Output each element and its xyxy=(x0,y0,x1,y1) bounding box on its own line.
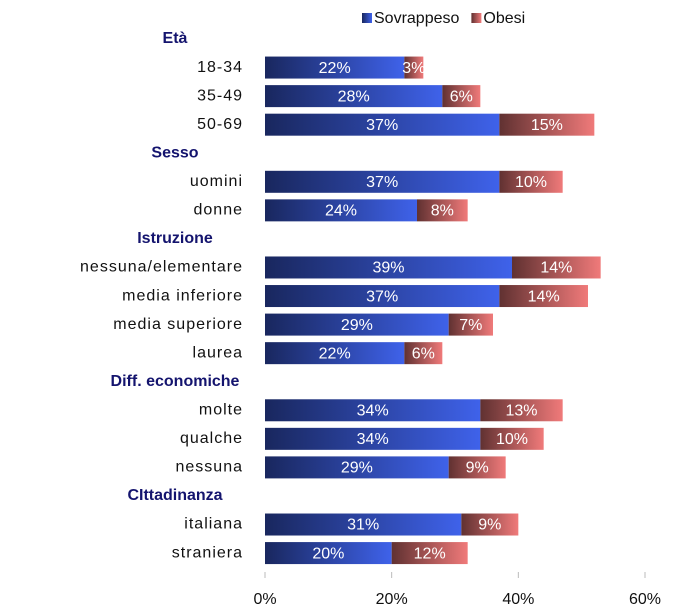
bar-segment xyxy=(480,399,563,422)
bar-segment xyxy=(265,199,417,222)
group-heading: Diff. economiche xyxy=(111,373,240,390)
bar-segment xyxy=(265,399,481,422)
group-heading: Sesso xyxy=(151,144,198,161)
bar-segment xyxy=(442,85,481,108)
value-label: 3% xyxy=(402,60,425,77)
category-label: italiana xyxy=(184,516,243,533)
value-label: 14% xyxy=(540,260,572,277)
legend-swatch xyxy=(362,13,372,23)
value-label: 10% xyxy=(515,174,547,191)
bar-segment xyxy=(404,342,443,365)
legend-label: Sovrappeso xyxy=(374,10,459,27)
bar-segment xyxy=(265,313,449,336)
value-label: 13% xyxy=(505,402,537,419)
value-label: 37% xyxy=(366,117,398,134)
value-label: 34% xyxy=(357,402,389,419)
bar-segment xyxy=(265,113,500,136)
value-label: 22% xyxy=(319,60,351,77)
bar-segment xyxy=(448,313,493,336)
category-label: straniera xyxy=(172,544,243,561)
bar-segment xyxy=(265,170,500,193)
value-label: 34% xyxy=(357,431,389,448)
x-tick-label: 60% xyxy=(629,591,661,608)
bar-segment xyxy=(265,285,500,308)
bar-segment xyxy=(265,256,512,279)
value-label: 31% xyxy=(347,517,379,534)
value-label: 29% xyxy=(341,317,373,334)
bar-segment xyxy=(265,513,462,536)
value-label: 6% xyxy=(450,88,473,105)
x-tick-label: 0% xyxy=(253,591,276,608)
bar-segment xyxy=(265,56,405,79)
bar-segment xyxy=(499,170,563,193)
value-label: 15% xyxy=(531,117,563,134)
bar-segment xyxy=(265,456,449,479)
value-label: 9% xyxy=(478,517,501,534)
x-tick-label: 40% xyxy=(502,591,534,608)
bar-segment xyxy=(480,427,544,450)
value-label: 29% xyxy=(341,460,373,477)
value-label: 39% xyxy=(372,260,404,277)
category-label: uomini xyxy=(190,173,243,190)
value-label: 12% xyxy=(414,545,446,562)
value-label: 22% xyxy=(319,345,351,362)
category-label: media inferiore xyxy=(122,287,243,304)
category-label: molte xyxy=(199,401,243,418)
category-label: nessuna/elementare xyxy=(80,259,243,276)
value-label: 7% xyxy=(459,317,482,334)
bar-segment xyxy=(265,342,405,365)
bar-segment xyxy=(499,113,595,136)
legend-swatch xyxy=(471,13,482,23)
value-label: 37% xyxy=(366,174,398,191)
group-heading: Età xyxy=(163,30,188,47)
bar-segment xyxy=(461,513,519,536)
group-heading: Istruzione xyxy=(137,230,213,247)
category-label: 35-49 xyxy=(197,87,243,104)
bar-segment xyxy=(265,427,481,450)
bar-segment xyxy=(512,256,601,279)
value-label: 20% xyxy=(312,545,344,562)
category-label: qualche xyxy=(180,430,243,447)
bar-segment xyxy=(499,285,588,308)
value-label: 8% xyxy=(431,203,454,220)
legend-label: Obesi xyxy=(483,10,525,27)
x-tick-label: 20% xyxy=(376,591,408,608)
value-label: 24% xyxy=(325,203,357,220)
value-label: 9% xyxy=(466,460,489,477)
category-label: 50-69 xyxy=(197,116,243,133)
category-label: laurea xyxy=(193,344,243,361)
category-label: media superiore xyxy=(113,316,243,333)
value-label: 14% xyxy=(528,288,560,305)
bar-segment xyxy=(265,85,443,108)
group-heading: CIttadinanza xyxy=(127,487,222,504)
value-label: 37% xyxy=(366,288,398,305)
bar-segment xyxy=(448,456,506,479)
bar-segment xyxy=(417,199,468,222)
value-label: 10% xyxy=(496,431,528,448)
category-label: donne xyxy=(194,202,244,219)
bar-segment xyxy=(404,56,424,79)
category-label: nessuna xyxy=(176,459,244,476)
value-label: 6% xyxy=(412,345,435,362)
value-label: 28% xyxy=(338,88,370,105)
bar-segment xyxy=(265,542,392,565)
bar-segment xyxy=(391,542,468,565)
category-label: 18-34 xyxy=(197,59,243,76)
